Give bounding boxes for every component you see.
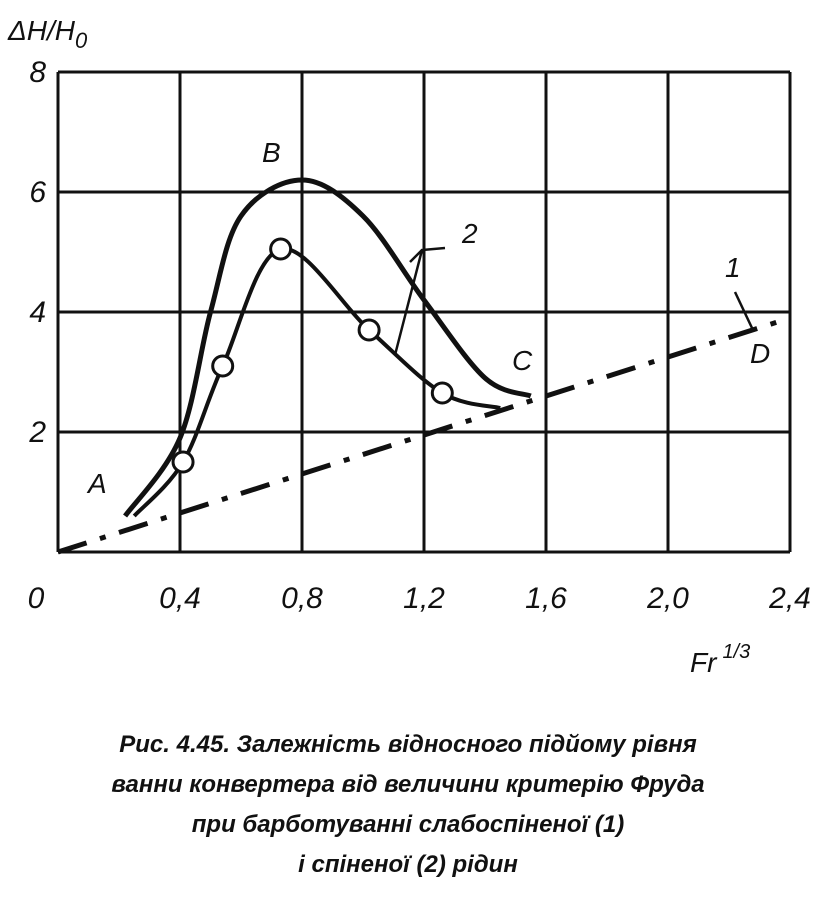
x-tick-label: 2,0: [646, 582, 689, 615]
data-point: [430, 381, 454, 405]
caption-line: при барботуванні слабоспіненої (1): [192, 811, 624, 838]
y-tick-label: 8: [29, 56, 46, 89]
annotation: B: [262, 137, 281, 168]
leader-line: [733, 291, 754, 329]
annotation: A: [86, 468, 107, 499]
y-tick-label: 4: [29, 296, 46, 329]
x-axis-label: Fr 1/3: [690, 641, 750, 678]
x-tick-label: 1,2: [403, 582, 445, 615]
y-label-main: ΔH/H: [7, 15, 76, 46]
series-line: [123, 177, 532, 518]
x-tick-label: 1,6: [525, 582, 567, 615]
x-tick-label: 0: [28, 582, 45, 615]
x-tick-label: 0,8: [281, 582, 323, 615]
annotation: C: [512, 345, 533, 376]
y-axis-label: ΔH/H0: [7, 15, 88, 53]
y-tick-label: 2: [28, 416, 46, 449]
x-tick-label: 2,4: [768, 582, 811, 615]
data-point: [357, 318, 381, 342]
y-label-sub: 0: [75, 28, 88, 53]
caption-line: і спіненої (2) рідин: [298, 851, 518, 878]
caption-line: Рис. 4.45. Залежність відносного підйому…: [119, 731, 696, 758]
data-point: [171, 450, 195, 474]
annotation: 2: [461, 218, 478, 249]
x-label-sup: 1/3: [722, 641, 750, 663]
x-tick-label: 0,4: [159, 582, 201, 615]
caption-line: ванни конвертера від величини критерію Ф…: [111, 771, 704, 798]
leader-line: [393, 246, 446, 356]
annotation: 1: [725, 252, 741, 283]
x-label-main: Fr: [690, 647, 718, 678]
y-tick-label: 6: [29, 176, 46, 209]
annotation: D: [750, 338, 770, 369]
data-point: [269, 237, 293, 261]
series-line: [57, 315, 791, 555]
data-point: [211, 354, 235, 378]
